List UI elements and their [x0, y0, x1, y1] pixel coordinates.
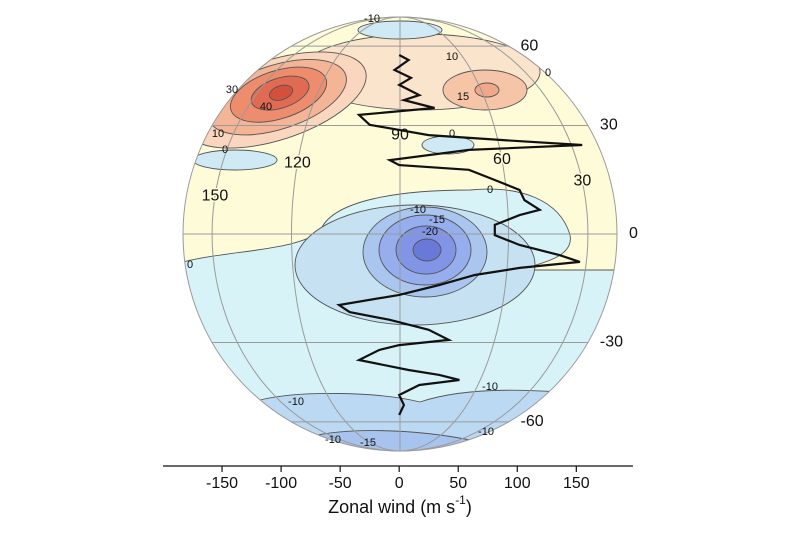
longitude-label: 150	[202, 188, 229, 205]
x-tick-label: -100	[265, 475, 297, 492]
contour	[474, 82, 500, 98]
contour-label: 0	[487, 184, 493, 196]
contour-label: -10	[478, 426, 494, 438]
latitude-label: 60	[521, 37, 539, 54]
x-tick-label: 150	[563, 475, 590, 492]
longitude-label: 30	[573, 173, 591, 190]
latitude-label: 30	[600, 117, 618, 134]
latitude-label: -60	[521, 413, 544, 430]
graticule	[183, 16, 617, 452]
contour-label: -10	[482, 381, 498, 393]
contour-label: 0	[449, 128, 455, 140]
contour-label: 0	[187, 259, 193, 271]
x-tick-label: 50	[449, 475, 467, 492]
x-axis-label: Zonal wind (m s-1)	[328, 493, 472, 517]
contour	[192, 149, 278, 171]
x-tick-label: -150	[206, 475, 238, 492]
contour-label: -10	[325, 434, 341, 446]
contour-label: 40	[260, 101, 272, 113]
contour-label: -10	[364, 13, 380, 25]
contour-label: 15	[457, 91, 469, 103]
contour-label: 0	[545, 67, 551, 79]
globe-fill	[183, 17, 617, 451]
latitude-label: -30	[600, 334, 623, 351]
x-axis-label-end: )	[466, 497, 472, 517]
meridian	[211, 16, 401, 452]
meridian	[290, 16, 401, 452]
contour-label: -15	[429, 214, 445, 226]
x-tick-label: 0	[395, 475, 404, 492]
contour-label: -15	[360, 437, 376, 449]
meridian	[399, 16, 510, 452]
x-axis-label-text: Zonal wind (m s	[328, 497, 455, 517]
cold-blob	[294, 204, 536, 326]
contour-label: 10	[446, 51, 458, 63]
wind-profile	[336, 54, 583, 416]
contour-label: -20	[422, 226, 438, 238]
latitude-label: 0	[629, 225, 638, 242]
longitude-label: 120	[284, 155, 311, 172]
x-tick-label: -50	[329, 475, 352, 492]
contour-label: 10	[212, 128, 224, 140]
x-axis-label-sup: -1	[455, 493, 466, 507]
meridian	[399, 16, 589, 452]
contour-label: -10	[288, 396, 304, 408]
contour-label: 0	[222, 144, 228, 156]
contour-label: 30	[226, 84, 238, 96]
x-tick-label: 100	[504, 475, 531, 492]
contour-label: -10	[410, 204, 426, 216]
longitude-label: 60	[493, 151, 511, 168]
